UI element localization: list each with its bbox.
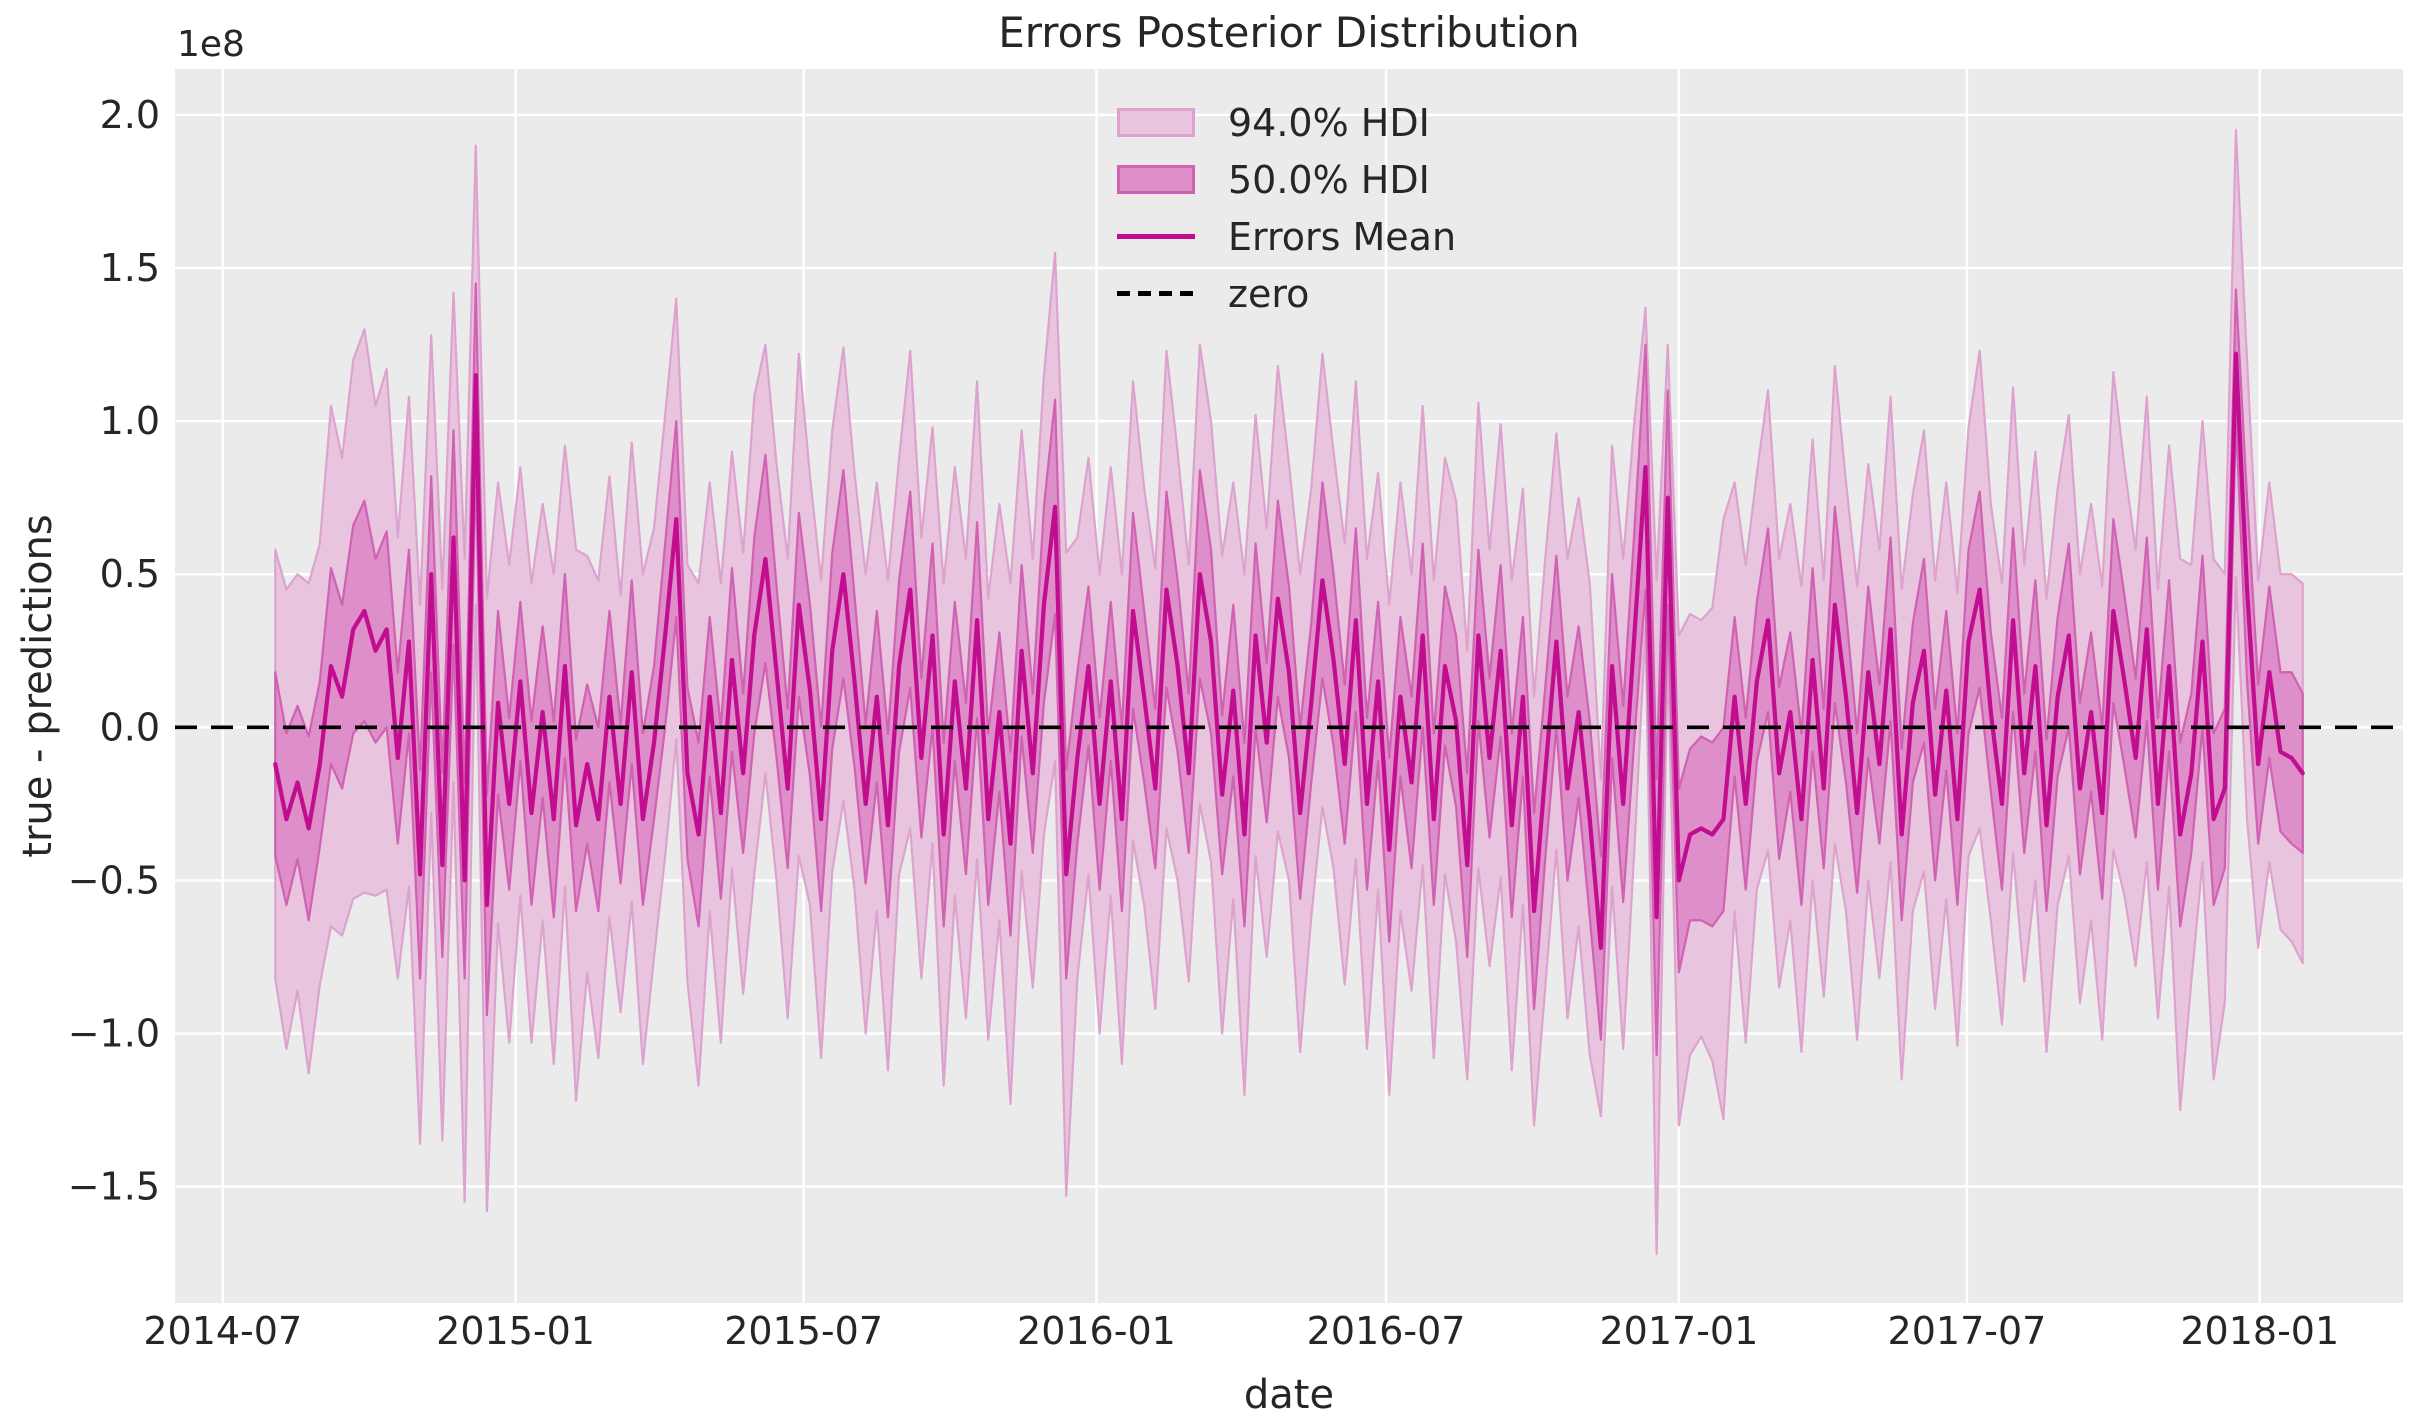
x-tick-label: 2014-07 xyxy=(143,1309,302,1353)
legend-item-hdi50: 50.0% HDI xyxy=(1117,151,1456,208)
legend: 94.0% HDI 50.0% HDI Errors Mean zero xyxy=(1117,94,1456,322)
legend-item-label: 50.0% HDI xyxy=(1228,157,1430,202)
legend-item-errors-mean: Errors Mean xyxy=(1117,208,1456,265)
y-tick-label: 0.5 xyxy=(100,552,160,596)
y-tick-label: 1.5 xyxy=(100,246,160,290)
y-tick-label: 1.0 xyxy=(100,399,160,443)
y-tick-label: −1.5 xyxy=(68,1165,160,1209)
mean-line-swatch-icon xyxy=(1117,222,1195,252)
errors-mean-line xyxy=(273,351,2305,950)
x-tick-label: 2018-01 xyxy=(2180,1309,2339,1353)
x-tick-label: 2016-01 xyxy=(1017,1309,1176,1353)
x-tick-label: 2015-07 xyxy=(724,1309,883,1353)
y-tick-label: 0.0 xyxy=(100,705,160,749)
legend-item-label: Errors Mean xyxy=(1228,214,1457,259)
x-tick-label: 2016-07 xyxy=(1307,1309,1466,1353)
legend-item-zero: zero xyxy=(1117,265,1456,322)
hdi50-swatch-icon xyxy=(1117,165,1195,195)
x-axis-label: date xyxy=(1243,1372,1335,1418)
x-tick-label: 2017-07 xyxy=(1888,1309,2047,1353)
x-tick-label: 2017-01 xyxy=(1600,1309,1759,1353)
y-tick-label: 2.0 xyxy=(100,93,160,137)
y-tick-label: −0.5 xyxy=(68,858,160,902)
y-axis-offset-label: 1e8 xyxy=(177,24,245,65)
legend-item-hdi94: 94.0% HDI xyxy=(1117,94,1456,151)
legend-item-label: 94.0% HDI xyxy=(1228,100,1430,145)
y-axis-label: true - predictions xyxy=(15,514,61,858)
y-tick-label: −1.0 xyxy=(68,1012,160,1056)
page-title: Errors Posterior Distribution xyxy=(998,8,1580,57)
x-tick-label: 2015-01 xyxy=(436,1309,595,1353)
legend-item-label: zero xyxy=(1228,271,1310,316)
zero-dash-swatch-icon xyxy=(1117,279,1195,309)
hdi94-swatch-icon xyxy=(1117,108,1195,138)
